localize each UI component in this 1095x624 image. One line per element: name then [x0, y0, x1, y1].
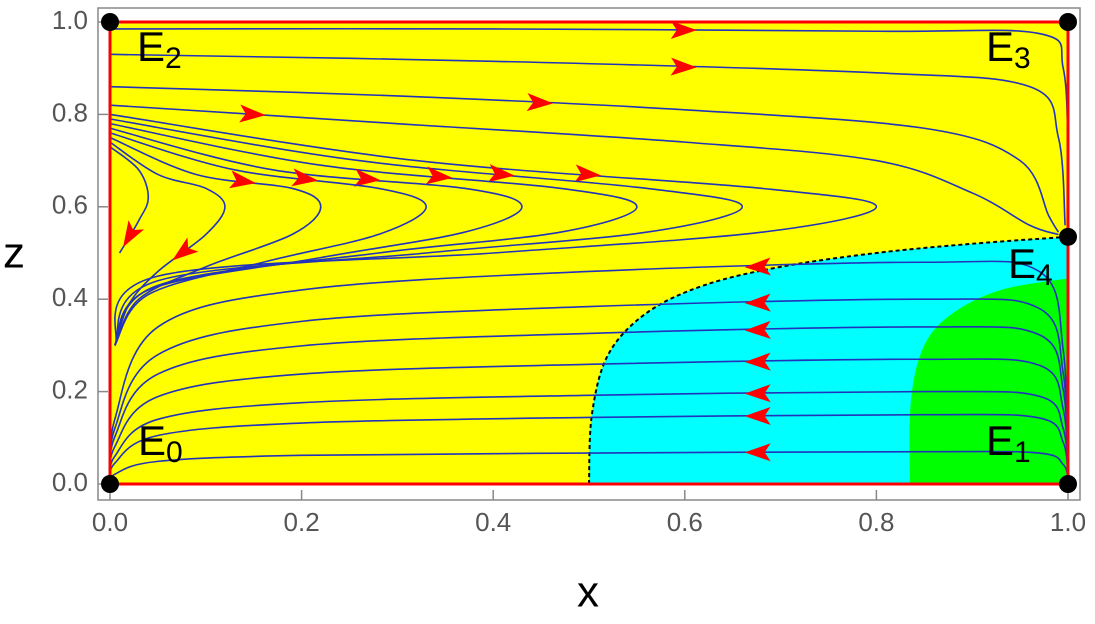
flow-arrow: [425, 166, 453, 185]
equilibrium-name: E: [1008, 240, 1036, 287]
flow-arrow: [744, 257, 771, 276]
flow-arrow: [744, 443, 771, 462]
streamline: [109, 127, 523, 346]
equilibrium: [1059, 227, 1077, 246]
streamline: [109, 141, 226, 346]
y-tick-label: 0.0: [52, 467, 88, 497]
streamline: [109, 132, 427, 346]
y-tick-label: 0.8: [52, 97, 88, 127]
x-tick-label: 0.4: [475, 507, 511, 537]
equilibrium-label: E4: [1008, 240, 1053, 292]
separatrix: [588, 235, 1069, 485]
y-tick-label: 0.2: [52, 374, 88, 404]
streamline: [108, 413, 1069, 485]
equilibrium-index: 2: [165, 42, 182, 75]
flow-arrow: [744, 352, 771, 371]
equilibrium-label: E0: [138, 417, 183, 469]
equilibrium: [101, 475, 119, 493]
x-axis-title: x: [577, 568, 599, 617]
flow-arrow: [744, 320, 771, 339]
streamline: [109, 113, 878, 346]
y-tick-label: 1.0: [52, 5, 88, 35]
streamline: [108, 325, 1069, 485]
flow-arrow: [670, 21, 697, 40]
streamline: [108, 390, 1069, 485]
equilibrium-name: E: [986, 23, 1014, 70]
flow-arrow: [239, 104, 266, 123]
flow-arrow: [172, 237, 199, 261]
equilibrium-index: 3: [1014, 42, 1031, 75]
equilibrium-name: E: [137, 23, 165, 70]
equilibrium: [101, 13, 119, 31]
equilibrium: [1059, 475, 1077, 493]
equilibrium-label: E3: [986, 23, 1031, 75]
equilibrium-label: E1: [986, 417, 1031, 469]
x-tick-label: 1.0: [1050, 507, 1086, 537]
streamline: [108, 298, 1069, 485]
streamline: [109, 136, 322, 346]
x-tick-label: 0.2: [284, 507, 320, 537]
axes-frame: [97, 7, 1081, 501]
streamline: [109, 122, 638, 346]
equilibrium-index: 1: [1014, 436, 1031, 469]
streamline: [109, 104, 1059, 236]
flow-arrow: [574, 164, 601, 183]
flow-arrow: [526, 93, 554, 112]
flow-arrow: [744, 406, 771, 425]
y-axis-title: z: [3, 229, 25, 278]
x-tick-label: 0.8: [858, 507, 894, 537]
flow-arrow: [228, 170, 256, 189]
equilibrium-label: E2: [137, 23, 182, 75]
equilibrium-name: E: [138, 417, 166, 464]
x-tick-label: 0.6: [667, 507, 703, 537]
streamline: [108, 260, 1069, 485]
y-tick-label: 0.4: [52, 282, 88, 312]
flow-arrow: [744, 293, 771, 312]
equilibrium-name: E: [986, 417, 1014, 464]
flow-arrow: [291, 168, 319, 187]
streamline: [108, 358, 1069, 485]
equilibrium: [1059, 13, 1077, 31]
flow-arrow: [487, 164, 515, 183]
equilibrium-index: 4: [1036, 259, 1053, 292]
flow-arrow: [353, 168, 381, 187]
x-tick-label: 0.0: [92, 507, 128, 537]
flow-arrow: [123, 220, 145, 248]
streamline: [108, 450, 1069, 485]
equilibrium-index: 0: [166, 436, 183, 469]
boundary: [108, 20, 1070, 486]
streamline: [109, 53, 1066, 226]
streamline: [109, 118, 744, 346]
y-tick-label: 0.6: [52, 190, 88, 220]
flow-arrow: [744, 384, 771, 403]
plot-area: [108, 20, 1070, 486]
flow-arrow: [670, 57, 697, 76]
streamline: [109, 85, 1060, 233]
region: [909, 278, 1068, 484]
